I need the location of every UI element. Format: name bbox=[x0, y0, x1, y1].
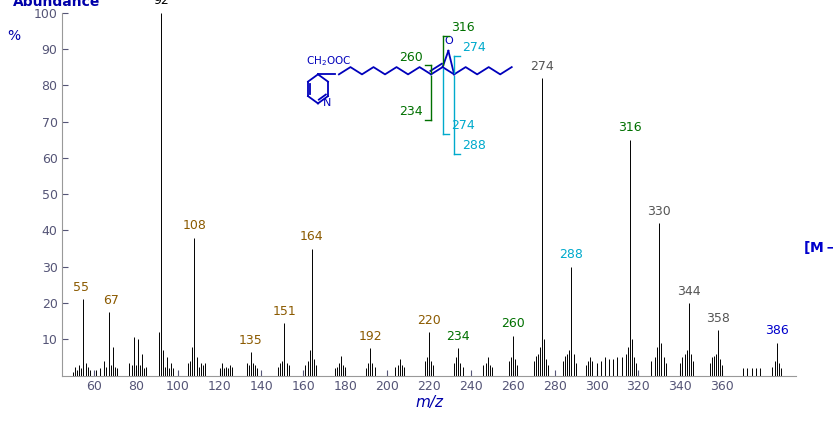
Text: 135: 135 bbox=[239, 333, 263, 346]
Text: 274: 274 bbox=[462, 41, 486, 54]
Text: 92: 92 bbox=[153, 0, 169, 7]
Text: 316: 316 bbox=[451, 22, 475, 35]
Text: CH$_2$OOC: CH$_2$OOC bbox=[306, 54, 351, 68]
Text: 260: 260 bbox=[399, 51, 422, 64]
Text: 164: 164 bbox=[300, 230, 323, 243]
Text: $\mathbf{[M-1]^+}$: $\mathbf{[M-1]^+}$ bbox=[803, 239, 833, 258]
Text: 192: 192 bbox=[358, 330, 382, 343]
Text: 220: 220 bbox=[417, 314, 441, 327]
Text: 55: 55 bbox=[73, 281, 89, 294]
Text: 260: 260 bbox=[501, 317, 525, 330]
Text: Abundance: Abundance bbox=[12, 0, 100, 9]
Text: 234: 234 bbox=[399, 105, 422, 118]
Text: N: N bbox=[322, 98, 331, 108]
Text: 288: 288 bbox=[560, 248, 583, 261]
Text: 151: 151 bbox=[272, 305, 297, 317]
Text: 274: 274 bbox=[451, 119, 475, 133]
Text: 330: 330 bbox=[647, 205, 671, 218]
Text: 288: 288 bbox=[462, 139, 486, 152]
Text: 67: 67 bbox=[102, 294, 118, 307]
Text: 274: 274 bbox=[531, 60, 554, 73]
Text: 234: 234 bbox=[446, 330, 470, 343]
Text: 358: 358 bbox=[706, 312, 730, 325]
X-axis label: m/z: m/z bbox=[415, 395, 443, 410]
Text: 316: 316 bbox=[618, 121, 642, 134]
Text: O: O bbox=[444, 36, 453, 46]
Text: 344: 344 bbox=[677, 284, 701, 298]
Text: %: % bbox=[7, 29, 21, 43]
Text: 108: 108 bbox=[182, 219, 207, 232]
Text: 386: 386 bbox=[765, 325, 789, 338]
